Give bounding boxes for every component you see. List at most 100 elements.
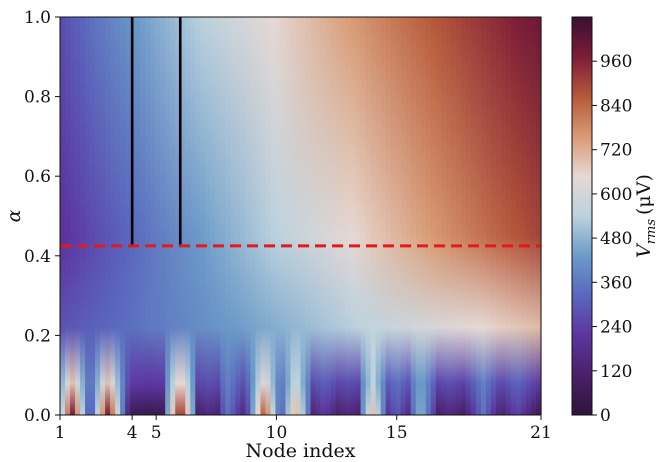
y-axis-label: α [3,209,25,222]
heatmap-column [235,17,241,415]
heatmap-column [485,17,492,415]
heatmap-column [410,17,417,415]
heatmap-column [225,17,231,415]
heatmap-column [80,17,86,415]
y-tick-label: 0.2 [24,326,51,346]
heatmap-column [425,17,432,415]
colorbar-ticks: 0 120 240 360 480 600 720 840 960 [592,52,632,426]
heatmap-column [335,17,342,415]
heatmap-column [185,17,191,415]
heatmap-column [65,17,71,415]
heatmap-column [60,17,66,415]
heatmap-column [435,17,442,415]
heatmap-column [205,17,211,415]
heatmap-column [405,17,412,415]
plot-frame [59,16,542,416]
heatmap-column [175,17,181,415]
y-tick-label: 1.0 [24,8,51,28]
heatmap-column [420,17,427,415]
x-tick-label: 5 [151,423,162,443]
heatmap-column [525,17,532,415]
vertical-lines [130,17,182,246]
heatmap-column [190,17,196,415]
y-axis-ticks: 0.0 0.2 0.4 0.6 0.8 1.0 [24,8,60,426]
heatmap-column [510,17,517,415]
colorbar-tick-label: 480 [600,229,632,249]
heatmap-column [385,17,392,415]
heatmap-column [500,17,507,415]
heatmap-column [520,17,527,415]
heatmap-column [320,17,327,415]
heatmap-column [150,17,156,415]
heatmap-column [115,17,121,415]
heatmap-column [455,17,462,415]
colorbar-tick-label: 840 [600,96,632,116]
heatmap-column [215,17,221,415]
heatmap-column [465,17,472,415]
heatmap-column [360,17,367,415]
colorbar-tick-label: 720 [600,141,632,161]
heatmap-column [275,17,282,415]
heatmap-column [395,17,402,415]
heatmap-column [90,17,96,415]
heatmap-column [470,17,477,415]
heatmap-column [365,17,372,415]
heatmap-column [370,17,377,415]
x-tick-label: 15 [386,423,408,443]
colorbar-tick-label: 600 [600,185,632,205]
heatmap-column [530,17,537,415]
heatmap-column [285,17,292,415]
heatmap-column [180,17,186,415]
x-tick-label: 4 [127,423,138,443]
heatmap-column [255,17,262,415]
heatmap-column [325,17,332,415]
heatmap-column [450,17,457,415]
heatmap-column [125,17,131,415]
colorbar-tick-label: 120 [600,362,632,382]
heatmap-column [315,17,322,415]
heatmap-column [250,17,257,415]
heatmap-column [375,17,382,415]
heatmap-column [400,17,407,415]
y-tick-label: 0.0 [24,406,51,426]
colorbar-tick-label: 240 [600,318,632,338]
heatmap-column [265,17,272,415]
heatmap-column [145,17,151,415]
heatmap-column [345,17,352,415]
x-tick-label: 10 [266,423,288,443]
heatmap-column [305,17,312,415]
heatmap-column [75,17,81,415]
heatmap-column [340,17,347,415]
heatmap-column [440,17,447,415]
heatmap-column [515,17,522,415]
colorbar-label: Vrms (μV) [633,174,659,258]
heatmap-column [195,17,201,415]
heatmap-column [105,17,111,415]
heatmap-column [415,17,422,415]
y-tick-label: 0.8 [24,88,51,108]
heatmap-column [200,17,206,415]
heatmap-column [480,17,487,415]
heatmap-column [165,17,171,415]
x-axis-ticks: 1 4 5 10 15 21 [55,415,552,443]
heatmap-column [100,17,106,415]
heatmap-column [350,17,357,415]
colorbar-label-units: (μV) [633,174,655,215]
colorbar-tick-label: 960 [600,52,632,72]
heatmap-column [220,17,226,415]
heatmap-column [430,17,437,415]
heatmap-column [495,17,502,415]
y-tick-label: 0.4 [24,247,51,267]
heatmap-column [490,17,497,415]
heatmap-column [330,17,337,415]
heatmap-column [295,17,302,415]
heatmap-column [170,17,176,415]
x-tick-label: 1 [55,423,66,443]
heatmap-column [245,17,251,415]
heatmap-column [70,17,76,415]
heatmap-column [85,17,91,415]
heatmap-column [380,17,387,415]
colorbar [571,16,593,416]
heatmap-column [300,17,307,415]
